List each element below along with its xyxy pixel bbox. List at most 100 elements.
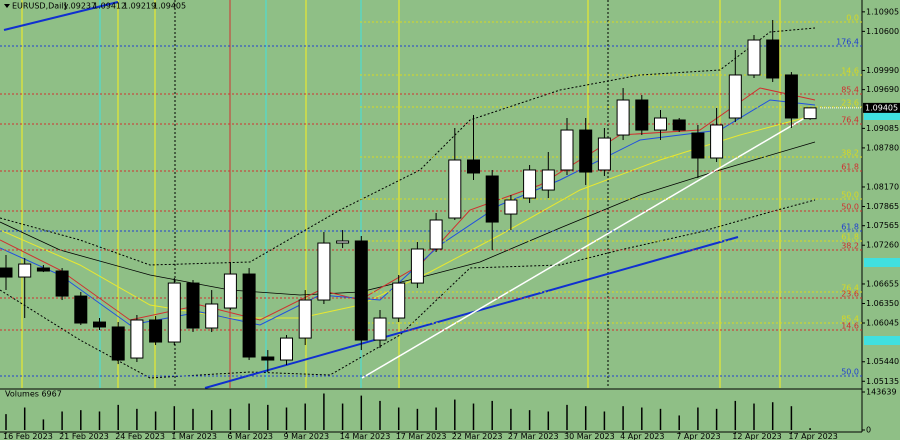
x-tick-label: 30 Mar 2023 — [564, 432, 615, 440]
candle-body — [36, 267, 50, 272]
candle-body — [298, 299, 312, 339]
x-tick-label: 17 Apr 2023 — [788, 432, 837, 440]
x-tick-label: 7 Apr 2023 — [676, 432, 720, 440]
candle-body — [354, 240, 368, 341]
candle-body — [392, 282, 406, 319]
level-label: 14.6 — [841, 66, 859, 75]
candle-body — [373, 317, 387, 341]
level-label: 0.0 — [846, 14, 859, 23]
y-tick-label: 1.09690 — [866, 85, 899, 94]
y-tick-label: 1.08170 — [866, 182, 899, 191]
volume-tick-label: 0 — [866, 426, 871, 435]
level-label: 61.8 — [841, 163, 859, 172]
y-tick-label: 1.07565 — [866, 221, 899, 230]
open-price: 1.09237 — [63, 2, 96, 11]
x-tick-label: 14 Mar 2023 — [340, 432, 391, 440]
candle-body — [784, 74, 798, 119]
y-tick-label: 1.08780 — [866, 143, 899, 152]
candle-body — [672, 119, 686, 131]
indicators — [0, 1, 816, 389]
candle-body — [186, 282, 200, 329]
y-tick-label: 1.09085 — [866, 124, 899, 133]
low-price: 1.09219 — [123, 2, 156, 11]
level-label: 176.4 — [836, 38, 859, 47]
marker-box — [864, 110, 900, 120]
menu-arrow[interactable] — [4, 4, 10, 8]
x-tick-label: 21 Feb 2023 — [59, 432, 109, 440]
candle-body — [448, 159, 462, 219]
candle-body — [803, 107, 817, 120]
x-tick-label: 6 Mar 2023 — [227, 432, 273, 440]
y-tick-label: 1.10600 — [866, 27, 899, 36]
y-tick-label: 1.06655 — [866, 279, 899, 288]
candle-body — [766, 39, 780, 79]
close-price: 1.09405 — [153, 2, 186, 11]
level-label: 85.4 — [841, 315, 859, 324]
symbol: EURUSD,Daily — [12, 2, 69, 11]
high-price: 1.09412 — [93, 2, 126, 11]
x-tick-label: 1 Mar 2023 — [171, 432, 217, 440]
y-tick-label: 1.05135 — [866, 377, 899, 386]
candle-body — [597, 137, 611, 171]
candle-body — [541, 169, 555, 191]
candle-body — [616, 99, 630, 136]
candle-body — [485, 175, 499, 223]
last-price: 1.09405 — [865, 103, 898, 112]
candle-body — [261, 356, 275, 361]
y-tick-label: 1.07865 — [866, 202, 899, 211]
level-label: 76.4 — [841, 116, 859, 125]
candle-body — [167, 282, 181, 343]
level-label: 38.2 — [841, 148, 859, 157]
y-tick-label: 1.10905 — [866, 7, 899, 16]
x-tick-label: 22 Mar 2023 — [452, 432, 503, 440]
candle-body — [710, 124, 724, 159]
x-tick-label: 17 Mar 2023 — [396, 432, 447, 440]
candle-body — [93, 321, 106, 328]
candle-body — [523, 169, 537, 199]
candle-body — [317, 242, 331, 301]
level-label: 23.6 — [841, 290, 859, 299]
candle-body — [130, 319, 144, 359]
candle-body — [747, 39, 761, 76]
level-label: 61.8 — [841, 223, 859, 232]
candle-body — [18, 263, 32, 278]
y-tick-label: 1.09990 — [866, 66, 899, 75]
last-price-box — [863, 102, 900, 113]
level-label: 85.4 — [841, 85, 859, 94]
level-label: 50.0 — [841, 203, 859, 212]
level-label: 50.0 — [841, 190, 859, 199]
candle-body — [242, 273, 256, 358]
level-label: 61.8 — [841, 232, 859, 241]
candle-body — [149, 319, 163, 343]
candle-body — [635, 99, 649, 131]
candle-body — [504, 199, 518, 215]
candle-body — [223, 273, 237, 309]
level-label: 76.4 — [841, 284, 859, 293]
x-tick-label: 4 Apr 2023 — [620, 432, 664, 440]
candle-body — [111, 326, 125, 361]
x-tick-label: 12 Apr 2023 — [732, 432, 781, 440]
candle-body — [560, 129, 574, 171]
candle-body — [728, 74, 742, 119]
level-label: 50.0 — [841, 368, 859, 377]
candle-body — [205, 303, 219, 329]
candle-body — [691, 132, 705, 159]
y-tick-label: 1.05440 — [866, 357, 899, 366]
volume-tick-label: 143639 — [866, 388, 897, 397]
volume-title: Volumes 6967 — [5, 390, 62, 399]
vertical-markers — [21, 0, 781, 388]
y-tick-label: 1.06350 — [866, 299, 899, 308]
level-label: 23.6 — [841, 98, 859, 107]
candle-body — [336, 240, 350, 244]
x-tick-label: 24 Feb 2023 — [115, 432, 165, 440]
y-tick-label: 1.07260 — [866, 241, 899, 250]
x-tick-label: 27 Mar 2023 — [508, 432, 559, 440]
marker-box — [864, 336, 900, 345]
candle-body — [410, 248, 424, 284]
level-label: 38.2 — [841, 242, 859, 251]
candle-body — [654, 117, 667, 131]
candle-body — [467, 159, 480, 174]
candle-body — [280, 337, 293, 361]
